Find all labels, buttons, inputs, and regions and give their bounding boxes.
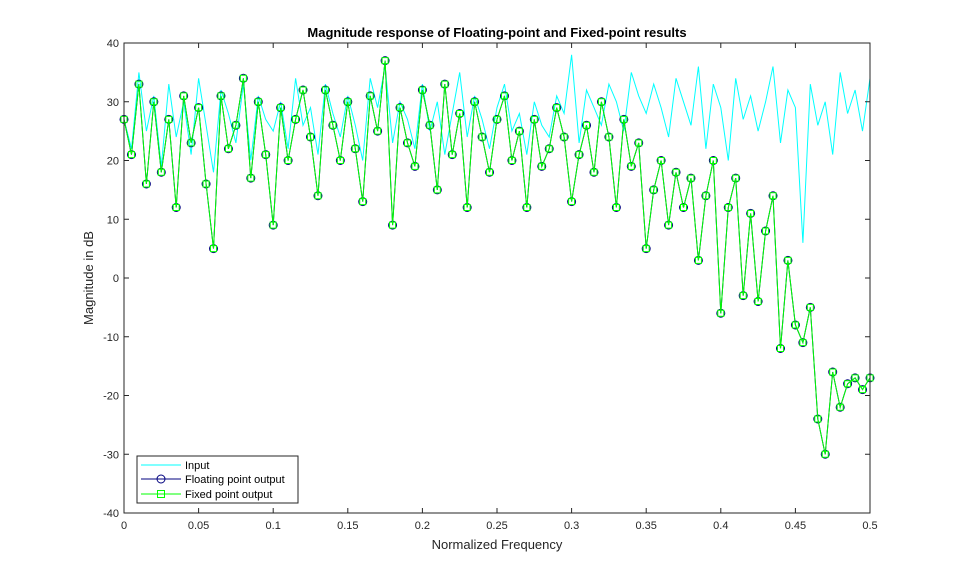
x-tick-label: 0.25: [486, 520, 507, 532]
x-tick-label: 0.5: [862, 520, 877, 532]
y-tick-label: 20: [107, 156, 119, 168]
y-tick-label: 10: [107, 214, 119, 226]
y-tick-label: 30: [107, 97, 119, 109]
legend-label-input: Input: [185, 460, 209, 472]
y-tick-label: -40: [103, 508, 119, 520]
x-tick-label: 0.45: [785, 520, 806, 532]
x-tick-label: 0.3: [564, 520, 579, 532]
y-tick-label: -30: [103, 449, 119, 461]
x-axis-label: Normalized Frequency: [432, 537, 563, 552]
legend: Input Floating point output Fixed point …: [137, 456, 298, 503]
legend-label-floating: Floating point output: [185, 474, 285, 486]
figure: Magnitude response of Floating-point and…: [0, 0, 959, 577]
chart-title: Magnitude response of Floating-point and…: [307, 25, 686, 40]
x-tick-label: 0.15: [337, 520, 358, 532]
y-tick-label: -10: [103, 332, 119, 344]
x-tick-label: 0.35: [635, 520, 656, 532]
y-tick-label: 40: [107, 38, 119, 50]
x-tick-label: 0.4: [713, 520, 728, 532]
y-tick-label: -20: [103, 391, 119, 403]
y-tick-label: 0: [113, 273, 119, 285]
x-tick-label: 0: [121, 520, 127, 532]
x-tick-label: 0.1: [266, 520, 281, 532]
y-axis-label: Magnitude in dB: [81, 231, 96, 325]
x-tick-label: 0.05: [188, 520, 209, 532]
legend-label-fixed: Fixed point output: [185, 489, 272, 501]
x-tick-label: 0.2: [415, 520, 430, 532]
